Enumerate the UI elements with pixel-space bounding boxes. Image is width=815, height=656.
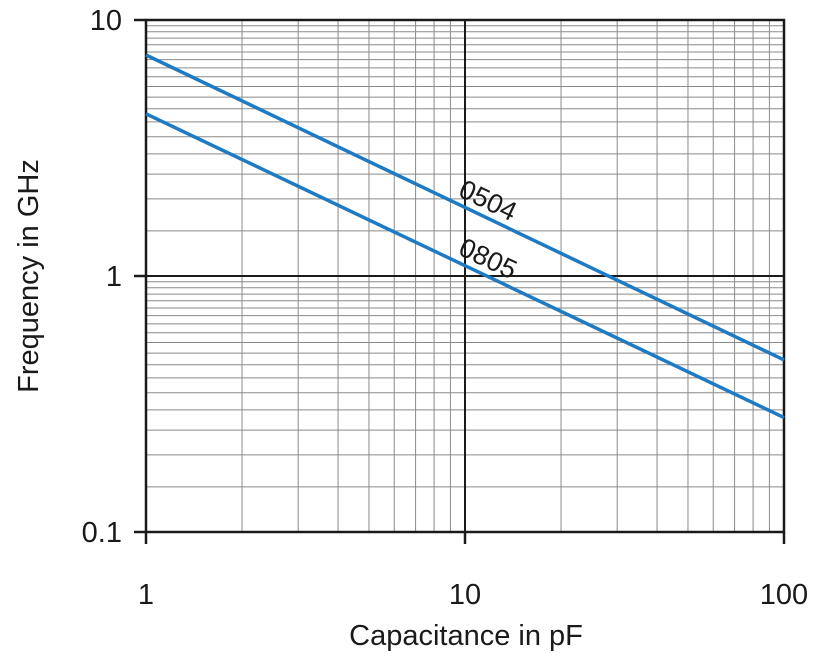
series-lines [145,53,785,420]
x-tick-label: 1 [138,579,154,611]
series-line-0504 [145,53,785,362]
y-axis-ticks: 0.1 1 10 [82,5,146,549]
y-tick-label: 1 [106,261,122,293]
x-tick-label: 100 [760,579,808,611]
y-tick-label: 10 [90,5,122,37]
series-line-0805 [145,112,785,420]
y-tick-label: 0.1 [82,517,122,549]
x-axis-ticks: 1 10 100 [138,532,808,611]
x-axis-label: Capacitance in pF [349,620,583,652]
y-axis-label: Frequency in GHz [13,159,45,393]
x-tick-label: 10 [449,579,481,611]
